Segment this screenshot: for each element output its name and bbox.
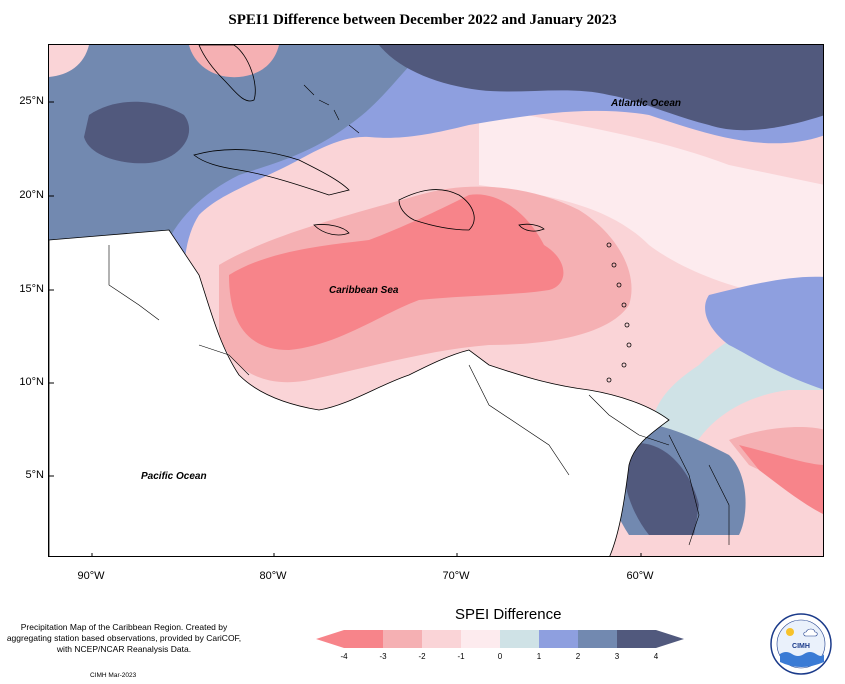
lat-label-20: 20°N [19,189,44,201]
jamaica-outline [313,224,350,236]
lon-label-70: 70°W [442,570,470,582]
central-south-america-land [49,229,670,556]
credit: CIMH Mar-2023 [90,672,137,679]
footnote: Precipitation Map of the Caribbean Regio… [6,622,242,654]
wave-icon [780,652,824,667]
lat-label-15: 15°N [19,283,44,295]
cloud-icon [803,628,818,637]
salmon-region-caribbean [229,194,564,350]
lon-label-60: 60°W [626,570,654,582]
bahamas [303,84,360,134]
cimh-logo: CIMH [770,613,832,675]
legend-arrow-right [656,630,684,648]
legend-tick-label: 0 [497,652,503,661]
legend-tick-label: -2 [418,652,426,661]
pink-region-corner [49,45,89,77]
pacific-ocean-label: Pacific Ocean [141,471,207,482]
atlantic-ocean-label: Atlantic Ocean [611,98,682,109]
pale-pink-region [479,105,823,305]
legend-swatch [539,630,578,648]
map-panel: Atlantic Ocean Caribbean Sea Pacific Oce… [48,44,824,557]
legend-title: SPEI Difference [455,606,562,623]
legend-tick-label: 3 [614,652,620,661]
spei-map [49,45,823,556]
legend-arrow-left [316,630,344,648]
lat-label-10: 10°N [19,376,44,388]
map-title: SPEI1 Difference between December 2022 a… [228,12,617,28]
legend-swatch [500,630,539,648]
dark-region-gulf [84,101,190,164]
legend-swatch [383,630,422,648]
sun-icon [786,628,794,636]
legend-tick-label: 4 [653,652,659,661]
lesser-antilles [606,242,632,383]
cuba-outline [193,149,350,196]
legend-tick-label: -4 [340,652,348,661]
legend-colorbar [316,630,684,648]
lat-label-5: 5°N [25,469,44,481]
legend-tick-label: 1 [536,652,542,661]
blue-region-east [705,276,823,390]
florida-outline [198,45,256,102]
legend-tick-label: -1 [457,652,465,661]
logo-text: CIMH [792,643,810,650]
lon-label-90: 90°W [77,570,105,582]
legend-swatch [461,630,500,648]
axis-ticks [49,101,642,556]
legend-swatch [617,630,656,648]
dark-region-atlantic [379,45,823,131]
legend-tick-label: 2 [575,652,581,661]
salmon-region-southeast [739,445,823,514]
legend-swatch [578,630,617,648]
legend-tick-label: -3 [379,652,387,661]
legend-swatch [344,630,383,648]
legend-swatch [422,630,461,648]
lon-label-80: 80°W [259,570,287,582]
dark-region-guiana [622,443,699,535]
puerto-rico-outline [518,223,545,232]
caribbean-sea-label: Caribbean Sea [329,285,399,296]
country-borders [108,245,730,546]
lat-label-25: 25°N [19,95,44,107]
pink-region-florida [189,45,279,78]
hispaniola-outline [398,189,475,231]
